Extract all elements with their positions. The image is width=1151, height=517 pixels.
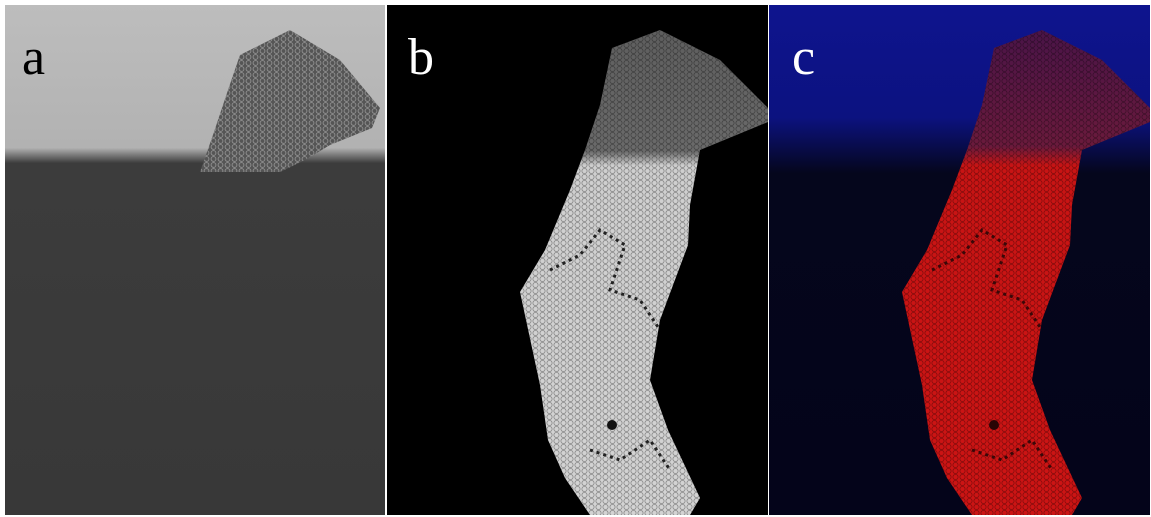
defect (607, 420, 617, 430)
panel-label: a (22, 29, 45, 86)
panel-a: a (5, 5, 385, 515)
panel-label: c (792, 29, 815, 86)
figure: a b c (0, 0, 1151, 517)
panel-c: c (769, 5, 1150, 515)
panel-label: b (408, 29, 434, 86)
defect (989, 420, 999, 430)
panel-b: b (387, 5, 768, 515)
